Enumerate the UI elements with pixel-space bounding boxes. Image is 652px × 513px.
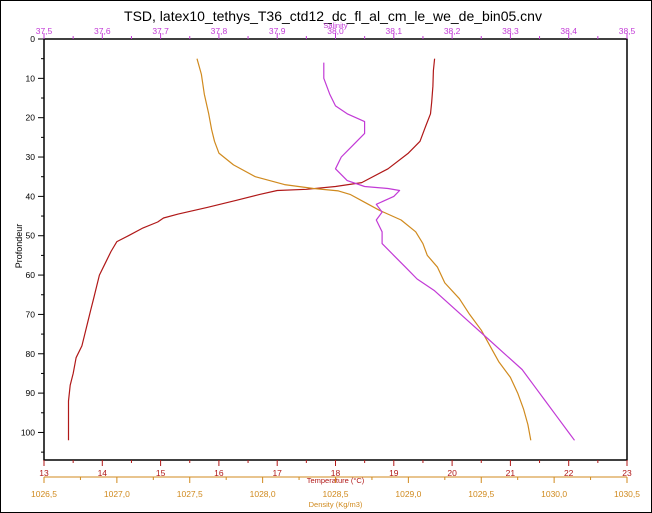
salinity-profile-line	[323, 62, 575, 441]
salinity-axis-title: Salinity	[323, 21, 347, 30]
y-tick-label-70: 70	[26, 309, 36, 319]
salinity-tick-label: 38,3	[502, 26, 519, 36]
temperature-tick-label: 21	[506, 468, 516, 478]
temperature-tick-label: 23	[622, 468, 632, 478]
density-tick-label: 1029,5	[468, 489, 494, 499]
chart-title: TSD, latex10_tethys_T36_ctd12_dc_fl_al_c…	[124, 8, 542, 24]
temperature-tick-label: 13	[39, 468, 49, 478]
density-profile-line	[196, 58, 532, 441]
density-tick-label: 1027,5	[177, 489, 203, 499]
y-tick-label-40: 40	[26, 191, 36, 201]
density-axis-title: Density (Kg/m3)	[309, 500, 363, 509]
series-layer	[67, 58, 575, 441]
salinity-tick-label: 38,0	[327, 26, 344, 36]
y-tick-label-60: 60	[26, 270, 36, 280]
axes: 0 10 20 30 40 50 60 70 80 90 100 37,5 37,6 37,7 37,8 37…	[21, 21, 640, 509]
density-tick-label: 1026,5	[31, 489, 57, 499]
density-tick-label: 1028,5	[323, 489, 349, 499]
plot-area	[43, 38, 628, 461]
salinity-tick-label: 38,5	[619, 26, 636, 36]
y-tick-label-0: 0	[30, 34, 35, 44]
salinity-tick-label: 37,8	[211, 26, 228, 36]
y-tick-label-100: 100	[21, 427, 35, 437]
y-tick-label-30: 30	[26, 152, 36, 162]
temperature-tick-label: 18	[331, 468, 341, 478]
density-tick-label: 1028,0	[250, 489, 276, 499]
temperature-profile-line	[67, 58, 436, 441]
density-tick-label: 1030,0	[541, 489, 567, 499]
temperature-tick-label: 16	[214, 468, 224, 478]
salinity-tick-label: 37,5	[36, 26, 53, 36]
y-axis-label: Profondeur	[14, 224, 24, 269]
temperature-tick-label: 22	[564, 468, 574, 478]
y-tick-label-10: 10	[26, 73, 36, 83]
temperature-tick-label: 19	[389, 468, 399, 478]
temperature-tick-label: 14	[98, 468, 108, 478]
y-tick-label-50: 50	[26, 231, 36, 241]
density-tick-label: 1029,0	[395, 489, 421, 499]
temperature-tick-label: 17	[272, 468, 282, 478]
salinity-tick-label: 38,1	[386, 26, 403, 36]
y-tick-label-80: 80	[26, 349, 36, 359]
salinity-tick-label: 37,9	[269, 26, 286, 36]
y-tick-label-20: 20	[26, 113, 36, 123]
salinity-tick-label: 37,6	[94, 26, 111, 36]
y-tick-label-90: 90	[26, 388, 36, 398]
density-tick-label: 1027,0	[104, 489, 130, 499]
temperature-tick-label: 15	[156, 468, 166, 478]
salinity-tick-label: 37,7	[152, 26, 169, 36]
salinity-tick-label: 38,4	[560, 26, 577, 36]
salinity-tick-label: 38,2	[444, 26, 461, 36]
density-tick-label: 1030,5	[614, 489, 640, 499]
temperature-tick-label: 20	[447, 468, 457, 478]
